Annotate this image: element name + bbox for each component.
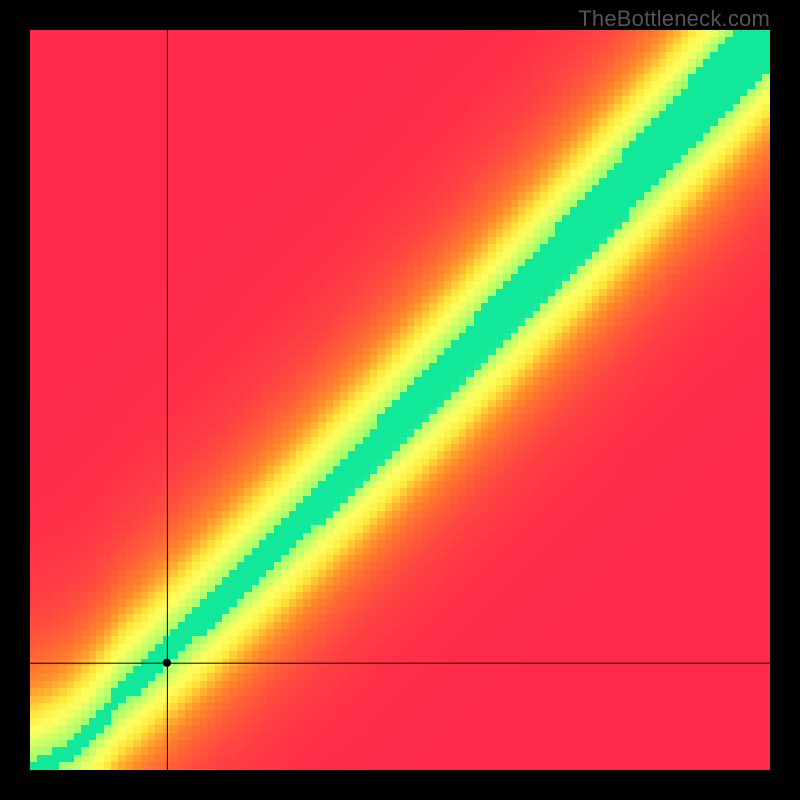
heatmap-canvas (30, 30, 770, 770)
watermark-text: TheBottleneck.com (578, 6, 770, 32)
heatmap-plot (30, 30, 770, 770)
